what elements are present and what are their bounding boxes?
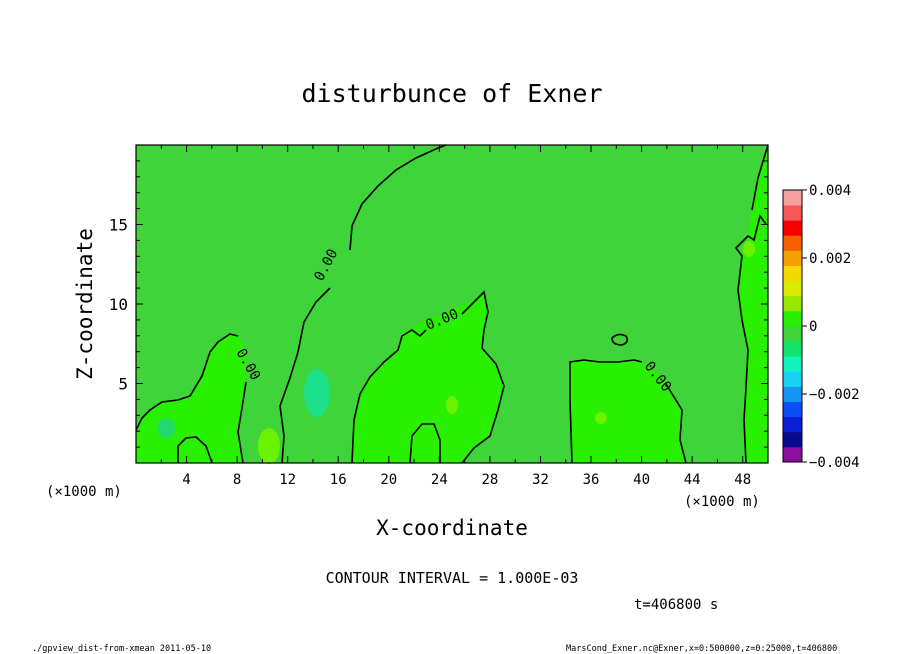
colorbar-tick-label: −0.002 — [809, 387, 860, 403]
spot-lightgreen-d — [743, 241, 755, 257]
colorbar-swatch — [783, 190, 802, 206]
colorbar-swatch — [783, 401, 802, 418]
y-tick-label: 10 — [109, 295, 128, 314]
x-tick-label: 32 — [532, 472, 549, 488]
positive-region-middle — [352, 292, 504, 463]
zero-contours — [135, 144, 769, 464]
contour-interval: CONTOUR INTERVAL = 1.000E-03 — [326, 569, 579, 587]
contour-line — [279, 287, 331, 464]
colorbar-swatch — [783, 250, 802, 266]
contour-line — [409, 423, 441, 464]
spot-lightgreen-a — [258, 428, 280, 464]
y-axis-ticks: 5 10 15 — [109, 160, 768, 448]
contour-line — [177, 436, 213, 464]
contour-line — [461, 290, 505, 464]
colorbar-tick-label: 0.004 — [809, 183, 851, 199]
y-tick-label: 15 — [109, 216, 128, 235]
x-tick-label: 16 — [330, 472, 347, 488]
x-tick-label: 48 — [734, 472, 751, 488]
colorbar-tick-label: −0.004 — [809, 455, 860, 471]
contour-line — [349, 144, 447, 251]
colorbar-swatch — [783, 235, 802, 251]
x-tick-label: 4 — [182, 472, 190, 488]
x-tick-label: 44 — [684, 472, 701, 488]
contour-line — [135, 333, 239, 431]
x-tick-label: 12 — [279, 472, 296, 488]
x-axis-ticks: 4 8 12 16 20 24 28 32 36 40 44 48 — [160, 145, 751, 488]
x-tick-label: 8 — [233, 472, 241, 488]
contour-line — [351, 329, 427, 464]
chart-title: disturbunce of Exner — [301, 79, 602, 108]
colorbar-swatch — [783, 341, 802, 357]
x-tick-label: 20 — [380, 472, 397, 488]
colorbar-swatch — [783, 220, 802, 236]
colorbar-swatch — [783, 310, 802, 327]
y-axis-unit: (×1000 m) — [46, 484, 122, 500]
colorbar — [782, 189, 803, 463]
negative-spot — [304, 369, 330, 417]
x-tick-label: 24 — [431, 472, 448, 488]
contour-line — [665, 383, 687, 464]
contour-line — [751, 144, 769, 211]
colorbar-swatch — [783, 416, 802, 433]
contour-line — [611, 333, 629, 346]
colorbar-swatch — [783, 326, 802, 342]
time-label: t=406800 s — [634, 597, 718, 613]
spot-lightgreen-c — [595, 412, 607, 424]
x-tick-label: 40 — [633, 472, 650, 488]
spot-teal — [157, 418, 175, 438]
x-axis-label: X-coordinate — [376, 516, 528, 540]
y-axis-label: Z-coordinate — [73, 228, 97, 380]
footer-left: ./gpview_dist-from-xmean 2011-05-10 — [32, 644, 211, 654]
y-tick-label: 5 — [118, 375, 128, 394]
x-axis-unit: (×1000 m) — [684, 494, 760, 510]
spot-lightgreen-b — [446, 396, 458, 414]
colorbar-swatch — [783, 295, 802, 312]
colorbar-swatch — [783, 265, 802, 282]
x-tick-label: 36 — [583, 472, 600, 488]
positive-region-right — [570, 360, 686, 463]
contour-line — [569, 359, 643, 464]
positive-region-edge — [738, 145, 768, 463]
colorbar-swatch — [783, 386, 802, 402]
plot-area: 0.00 0.00 0.00 0.00 — [135, 144, 769, 464]
x-tick-label: 28 — [481, 472, 498, 488]
colorbar-swatch — [783, 280, 802, 297]
colorbar-tick-label: 0.002 — [809, 251, 851, 267]
colorbar-swatch — [783, 356, 802, 372]
footer-right: MarsCond_Exner.nc@Exner,x=0:500000,z=0:2… — [566, 644, 837, 654]
contour-line — [734, 214, 767, 464]
colorbar-ticks: 0.004 0.002 0 −0.002 −0.004 — [802, 183, 860, 471]
colorbar-swatch — [783, 205, 802, 221]
colorbar-tick-label: 0 — [809, 319, 817, 335]
colorbar-swatch — [783, 371, 802, 387]
colorbar-swatch — [783, 446, 802, 463]
colorbar-swatch — [783, 431, 802, 448]
contour-line — [237, 381, 247, 464]
